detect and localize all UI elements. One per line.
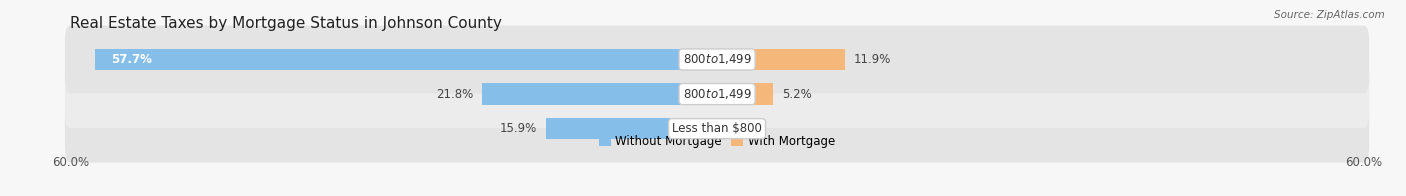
Bar bbox=[546, 118, 717, 139]
FancyBboxPatch shape bbox=[65, 60, 1369, 128]
Bar bbox=[717, 49, 845, 70]
Bar bbox=[96, 49, 717, 70]
Text: Source: ZipAtlas.com: Source: ZipAtlas.com bbox=[1274, 10, 1385, 20]
FancyBboxPatch shape bbox=[65, 26, 1369, 93]
Text: $800 to $1,499: $800 to $1,499 bbox=[682, 87, 752, 101]
Text: 0.7%: 0.7% bbox=[734, 122, 763, 135]
Text: 57.7%: 57.7% bbox=[111, 53, 152, 66]
Text: Less than $800: Less than $800 bbox=[672, 122, 762, 135]
Text: 15.9%: 15.9% bbox=[499, 122, 537, 135]
Bar bbox=[717, 83, 773, 105]
Text: Real Estate Taxes by Mortgage Status in Johnson County: Real Estate Taxes by Mortgage Status in … bbox=[70, 16, 502, 31]
Text: $800 to $1,499: $800 to $1,499 bbox=[682, 53, 752, 66]
Text: 5.2%: 5.2% bbox=[782, 88, 811, 101]
Text: 21.8%: 21.8% bbox=[436, 88, 474, 101]
FancyBboxPatch shape bbox=[65, 95, 1369, 162]
Text: 11.9%: 11.9% bbox=[853, 53, 891, 66]
Bar bbox=[482, 83, 717, 105]
Bar bbox=[717, 118, 724, 139]
Legend: Without Mortgage, With Mortgage: Without Mortgage, With Mortgage bbox=[595, 130, 839, 153]
